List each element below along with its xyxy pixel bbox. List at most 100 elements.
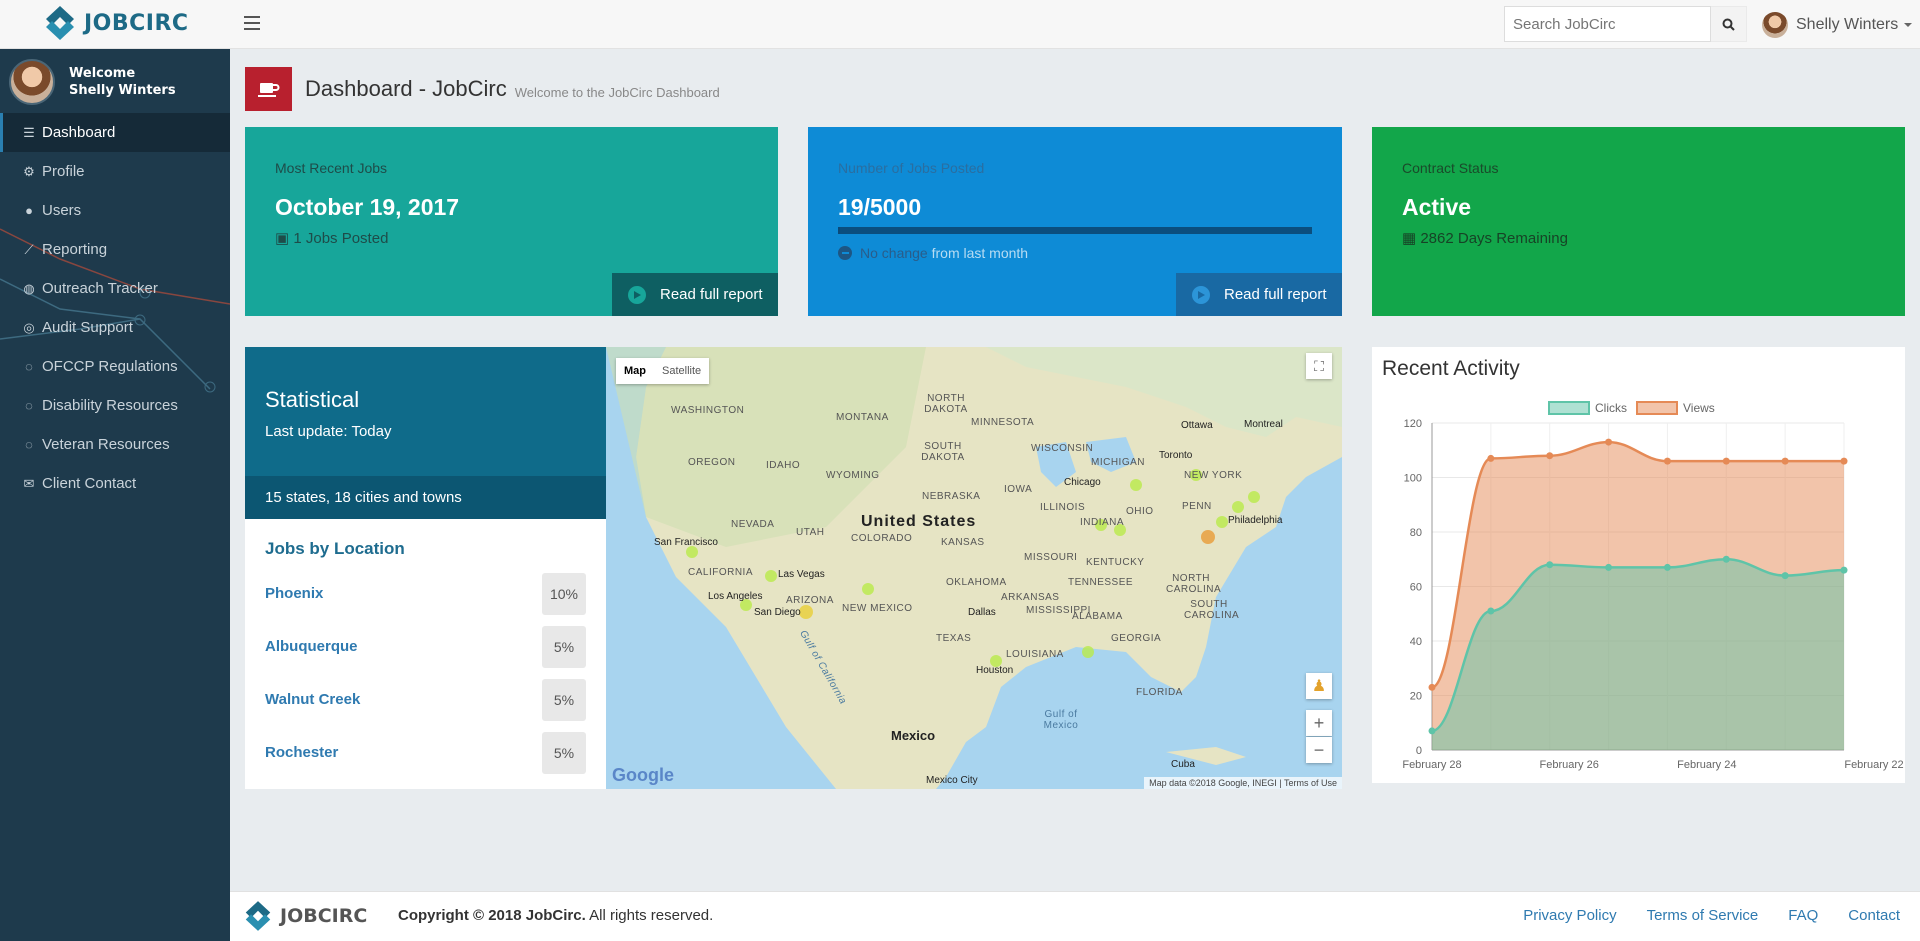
welcome-block: Welcome Shelly Winters — [9, 59, 176, 105]
location-link[interactable]: Albuquerque — [265, 638, 358, 655]
zoom-in-button[interactable]: + — [1306, 710, 1332, 736]
card-value: October 19, 2017 — [275, 194, 460, 220]
sidebar-item-ofccp-regulations[interactable]: ◌ OFCCP Regulations — [0, 347, 230, 386]
sidebar-item-disability-resources[interactable]: ◌ Disability Resources — [0, 386, 230, 425]
terms-of-service-link[interactable]: Terms of Service — [1646, 907, 1759, 924]
chart-ytick-label: 40 — [1410, 636, 1422, 648]
fullscreen-icon[interactable]: ⛶ — [1306, 353, 1332, 379]
map-landmass — [606, 347, 1342, 789]
chart-point-clicks — [1428, 727, 1436, 735]
chart-point-views — [1546, 452, 1554, 460]
map-state-label: NORTH DAKOTA — [924, 393, 968, 415]
top-navbar: JOBCIRC Shelly Winters — [0, 0, 1920, 49]
page-title: Dashboard - JobCirc — [305, 76, 507, 101]
page-header: Dashboard - JobCirc Welcome to the JobCi… — [245, 67, 720, 111]
minus-circle-icon — [838, 246, 852, 260]
map-state-label: WISCONSIN — [1031, 443, 1094, 454]
map-state-label: MISSOURI — [1024, 552, 1078, 563]
caret-down-icon — [1904, 23, 1913, 27]
statistical-updated: Last update: Today — [265, 423, 392, 440]
map-city-label: Los Angeles — [708, 591, 763, 602]
user-menu[interactable]: Shelly Winters — [1762, 12, 1913, 38]
menu-toggle-icon[interactable] — [244, 16, 260, 30]
jobcirc-logo-icon — [245, 901, 271, 931]
map-attribution: Map data ©2018 Google, INEGI | Terms of … — [1144, 777, 1342, 789]
copyright-rest: All rights reserved. — [585, 907, 714, 924]
chart-point-views — [1428, 683, 1436, 691]
globe-icon: ◍ — [23, 280, 35, 296]
chart-ytick-label: 0 — [1416, 745, 1422, 757]
faq-link[interactable]: FAQ — [1788, 907, 1819, 924]
map-state-label: KANSAS — [941, 537, 985, 548]
chart-legend-label: Views — [1683, 401, 1715, 415]
location-percent-badge: 5% — [542, 625, 586, 668]
card-value: Active — [1402, 194, 1472, 220]
chart-ytick-label: 80 — [1410, 527, 1422, 539]
sidebar-item-outreach-tracker[interactable]: ◍ Outreach Tracker — [0, 269, 230, 308]
sidebar-item-client-contact[interactable]: ✉ Client Contact — [0, 464, 230, 503]
map-city-label: Philadelphia — [1228, 515, 1283, 526]
map-country-label: United States — [861, 513, 977, 530]
read-full-report-button[interactable]: Read full report — [612, 273, 778, 316]
map-state-label: SOUTH DAKOTA — [921, 441, 965, 463]
copyright: Copyright © 2018 JobCirc. All rights res… — [398, 907, 713, 924]
sidebar-item-label: Dashboard — [42, 124, 116, 141]
map-state-label: TEXAS — [936, 633, 972, 644]
map-city-label: Chicago — [1064, 477, 1101, 488]
map-city-label: Houston — [976, 665, 1014, 676]
map-state-label: OKLAHOMA — [946, 577, 1007, 588]
zoom-out-button[interactable]: − — [1306, 737, 1332, 763]
search-button[interactable] — [1711, 6, 1747, 42]
brand-logo[interactable]: JOBCIRC — [44, 5, 189, 41]
footer: JOBCIRC Copyright © 2018 JobCirc. All ri… — [230, 891, 1920, 941]
map-state-label: MONTANA — [836, 412, 889, 423]
card-detail: 2862 Days Remaining — [1420, 230, 1568, 247]
sidebar: Welcome Shelly Winters ☰ Dashboard ⚙ Profi… — [0, 49, 230, 941]
sidebar-item-label: OFCCP Regulations — [42, 358, 178, 375]
map-tab-satellite[interactable]: Satellite — [662, 365, 702, 377]
pegman-icon[interactable]: ♟ — [1306, 673, 1332, 699]
terms-of-use-link[interactable]: Terms of Use — [1283, 778, 1337, 788]
sidebar-item-users[interactable]: ● Users — [0, 191, 230, 230]
map-state-label: SOUTH CAROLINA — [1184, 599, 1240, 621]
map-city-label: Cuba — [1171, 759, 1195, 770]
chart-point-clicks — [1663, 563, 1671, 571]
location-link[interactable]: Walnut Creek — [265, 691, 361, 708]
map-city-label: San Francisco — [654, 537, 718, 548]
privacy-policy-link[interactable]: Privacy Policy — [1523, 907, 1617, 924]
map-tab-map[interactable]: Map — [624, 365, 646, 377]
chart-ytick-label: 120 — [1404, 418, 1422, 430]
map-city-label: Dallas — [968, 607, 996, 618]
sidebar-item-profile[interactable]: ⚙ Profile — [0, 152, 230, 191]
card-detail-row: ▣ 1 Jobs Posted — [275, 229, 388, 247]
map-state-label: ALABAMA — [1072, 611, 1123, 622]
sidebar-item-dashboard[interactable]: ☰ Dashboard — [0, 113, 230, 152]
contact-link[interactable]: Contact — [1848, 907, 1900, 924]
location-link[interactable]: Phoenix — [265, 585, 324, 602]
sidebar-item-audit-support[interactable]: ◎ Audit Support — [0, 308, 230, 347]
map-state-label: ARIZONA — [786, 595, 834, 606]
map-city-label: Las Vegas — [778, 569, 825, 580]
chart-point-clicks — [1840, 566, 1848, 574]
chart-legend-swatch — [1548, 401, 1590, 415]
location-link[interactable]: Rochester — [265, 744, 339, 761]
sidebar-item-veteran-resources[interactable]: ◌ Veteran Resources — [0, 425, 230, 464]
contract-status-card: Contract Status Active ▦ 2862 Days Remai… — [1372, 127, 1905, 316]
search-input[interactable] — [1504, 6, 1711, 42]
page-subtitle: Welcome to the JobCirc Dashboard — [514, 84, 720, 100]
chart-point-clicks — [1781, 572, 1789, 580]
sidebar-item-label: Profile — [42, 163, 85, 180]
footer-brand: JOBCIRC — [244, 900, 367, 932]
card-label: Contract Status — [1402, 160, 1499, 176]
read-full-report-button[interactable]: Read full report — [1176, 273, 1342, 316]
sidebar-item-label: Users — [42, 202, 82, 219]
search-icon — [1722, 18, 1735, 31]
jobs-map[interactable]: Map Satellite ⛶ ♟ + − United States WASH… — [606, 347, 1342, 789]
chart-point-clicks — [1487, 607, 1495, 615]
sidebar-item-reporting[interactable]: ⟋ Reporting — [0, 230, 230, 269]
statistical-header: Statistical Last update: Today — [245, 347, 606, 476]
chart-area-clicks — [1432, 559, 1844, 750]
sidebar-decoration — [0, 228, 230, 393]
briefcase-icon: ▣ — [275, 230, 294, 247]
chart-legend-swatch — [1636, 401, 1678, 415]
